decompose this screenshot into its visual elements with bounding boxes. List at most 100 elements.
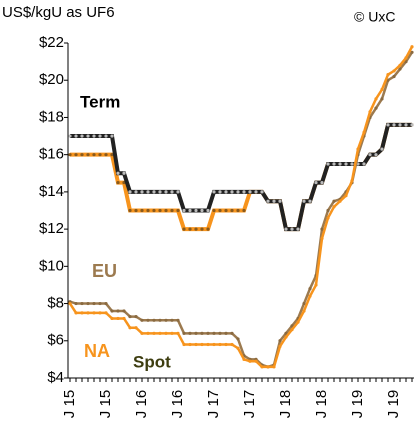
- annotation: NA: [84, 341, 110, 361]
- data-point: [308, 294, 312, 298]
- data-point: [74, 311, 78, 315]
- data-point: [242, 190, 246, 194]
- data-point: [266, 199, 270, 203]
- data-point: [320, 180, 324, 185]
- data-point: [248, 359, 252, 363]
- data-point: [146, 208, 150, 213]
- data-point: [98, 153, 102, 157]
- data-point: [140, 208, 144, 213]
- data-point: [128, 190, 132, 194]
- data-point: [278, 199, 282, 203]
- data-point: [314, 180, 318, 185]
- data-point: [386, 123, 390, 127]
- annotation: EU: [92, 261, 117, 281]
- data-point: [398, 67, 402, 71]
- y-tick-label: $8: [47, 295, 64, 312]
- data-point: [236, 208, 240, 213]
- y-tick-label: $22: [39, 34, 64, 51]
- data-point: [116, 180, 120, 185]
- data-point: [74, 153, 78, 157]
- data-point: [110, 134, 114, 138]
- data-point: [410, 123, 414, 127]
- data-point: [392, 74, 396, 79]
- data-point: [374, 97, 378, 101]
- y-tick-label: $14: [39, 183, 64, 200]
- x-tick-label: J 19: [385, 390, 402, 418]
- x-tick-label: J 16: [169, 390, 186, 418]
- data-point: [110, 309, 114, 313]
- data-point: [200, 227, 204, 231]
- data-point: [320, 236, 324, 241]
- data-point: [236, 337, 240, 341]
- data-point: [170, 190, 174, 194]
- data-point: [164, 190, 168, 194]
- data-point: [272, 365, 276, 369]
- data-point: [164, 208, 168, 213]
- data-point: [164, 318, 168, 322]
- data-point: [410, 50, 414, 54]
- data-point: [332, 205, 336, 209]
- y-tick-label: $10: [39, 257, 64, 274]
- data-point: [212, 331, 216, 335]
- data-point: [278, 339, 282, 343]
- data-point: [116, 309, 120, 313]
- x-tick-label: J 16: [133, 390, 150, 418]
- data-point: [230, 190, 234, 194]
- y-tick-label: $20: [39, 71, 64, 88]
- data-point: [152, 318, 156, 322]
- data-point: [302, 301, 306, 306]
- data-point: [368, 153, 372, 157]
- x-tick-label: J 17: [241, 390, 258, 418]
- data-point: [398, 123, 402, 127]
- data-point: [146, 331, 150, 335]
- y-tick-label: $18: [39, 108, 64, 125]
- data-point: [302, 309, 306, 313]
- data-point: [230, 331, 234, 335]
- data-point: [266, 365, 270, 369]
- data-point: [242, 208, 246, 213]
- data-point: [170, 331, 174, 335]
- data-point: [188, 331, 192, 335]
- data-point: [224, 190, 228, 194]
- data-point: [116, 171, 120, 175]
- data-point: [86, 134, 90, 138]
- data-point: [128, 326, 132, 330]
- data-point: [338, 162, 342, 166]
- data-point: [110, 316, 114, 321]
- data-point: [326, 162, 330, 166]
- data-point: [320, 227, 324, 231]
- data-point: [140, 318, 144, 322]
- data-point: [272, 199, 276, 203]
- data-point: [296, 227, 300, 231]
- data-point: [314, 283, 318, 287]
- data-point: [152, 331, 156, 335]
- data-point: [74, 134, 78, 138]
- data-point: [350, 162, 354, 166]
- data-point: [284, 335, 288, 339]
- data-point: [410, 45, 414, 49]
- data-point: [230, 342, 234, 347]
- data-point: [176, 331, 180, 335]
- data-point: [164, 331, 168, 335]
- y-tick-label: $16: [39, 146, 64, 163]
- data-point: [92, 134, 96, 138]
- data-point: [122, 171, 126, 175]
- data-point: [404, 56, 408, 60]
- data-point: [176, 190, 180, 194]
- data-point: [116, 316, 120, 321]
- data-point: [380, 97, 384, 101]
- data-point: [74, 301, 78, 306]
- data-point: [206, 227, 210, 231]
- data-point: [206, 208, 210, 213]
- x-tick-label: J 18: [313, 390, 330, 418]
- y-tick-label: $6: [47, 332, 64, 349]
- data-point: [134, 314, 138, 319]
- data-point: [122, 309, 126, 313]
- data-point: [260, 190, 264, 194]
- data-point: [182, 331, 186, 335]
- data-point: [356, 147, 360, 151]
- data-point: [104, 134, 108, 138]
- data-point: [194, 208, 198, 213]
- data-point: [146, 190, 150, 194]
- data-point: [290, 227, 294, 231]
